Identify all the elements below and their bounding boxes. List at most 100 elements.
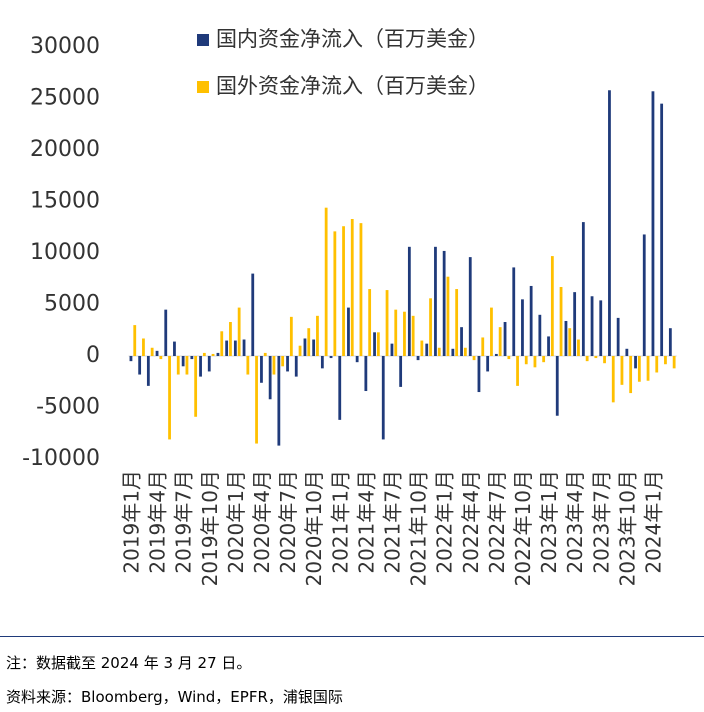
bar xyxy=(225,340,229,356)
bar xyxy=(550,256,554,356)
bar xyxy=(655,356,659,373)
bar xyxy=(220,331,224,356)
bar xyxy=(547,336,550,356)
bar xyxy=(668,328,672,356)
bar xyxy=(207,356,211,372)
bar xyxy=(555,356,559,416)
bar xyxy=(381,356,385,440)
x-tick-label: 2022年7月 xyxy=(485,470,509,574)
bar xyxy=(512,267,516,356)
bar xyxy=(272,356,276,375)
bar xyxy=(403,311,406,356)
bar xyxy=(486,356,490,372)
bar xyxy=(355,356,359,363)
x-tick-label: 2020年10月 xyxy=(302,470,326,586)
x-tick-label: 2023年10月 xyxy=(615,470,639,586)
bar xyxy=(516,356,519,386)
bar xyxy=(329,356,333,359)
bar xyxy=(142,338,145,356)
x-tick-label: 2021年7月 xyxy=(380,470,404,574)
bar xyxy=(194,356,198,417)
x-tick-label: 2021年4月 xyxy=(354,470,378,574)
bar xyxy=(376,332,380,356)
legend-label: 国外资金净流入（百万美金） xyxy=(216,74,489,98)
bar xyxy=(507,356,511,360)
bar xyxy=(281,356,285,367)
bar xyxy=(181,356,185,367)
bar xyxy=(585,356,589,362)
bar xyxy=(425,343,429,356)
source: 资料来源：Bloomberg，Wind，EPFR，浦银国际 xyxy=(6,688,343,706)
bar xyxy=(394,309,398,356)
bar xyxy=(138,356,142,375)
bar xyxy=(399,356,403,387)
bar xyxy=(472,356,476,361)
bar xyxy=(451,348,455,356)
bar xyxy=(651,91,655,356)
bar xyxy=(490,307,493,356)
x-tick-label: 2023年1月 xyxy=(537,470,561,574)
bar xyxy=(324,207,328,356)
bar xyxy=(316,315,319,356)
x-tick-label: 2019年10月 xyxy=(198,470,222,586)
bar xyxy=(581,222,585,356)
bar xyxy=(129,356,133,362)
bar xyxy=(625,348,629,356)
bar xyxy=(429,298,432,356)
x-tick-label: 2022年4月 xyxy=(459,470,483,574)
bar xyxy=(164,309,168,356)
y-tick-label: -10000 xyxy=(22,446,100,471)
bar xyxy=(521,299,524,356)
y-tick-label: 10000 xyxy=(30,240,100,265)
bar xyxy=(407,246,411,356)
legend-swatch xyxy=(197,81,209,93)
bar xyxy=(477,356,481,393)
bar xyxy=(350,219,354,356)
bar xyxy=(185,356,189,375)
chart: -10000 -5000 0 5000 10000 15000 20000 25000 3000… xyxy=(22,27,677,586)
bar xyxy=(524,356,528,365)
bar xyxy=(529,285,533,356)
bar xyxy=(481,337,485,356)
bar xyxy=(359,223,363,356)
bar xyxy=(298,345,302,356)
bar xyxy=(307,328,311,356)
bar xyxy=(559,286,563,356)
x-tick-label: 2020年7月 xyxy=(276,470,300,574)
x-tick-label: 2022年10月 xyxy=(511,470,535,586)
x-tick-label: 2019年7月 xyxy=(172,470,196,574)
bar xyxy=(312,339,316,356)
bar xyxy=(251,273,255,356)
bar xyxy=(573,292,577,356)
bar xyxy=(564,320,568,356)
bar xyxy=(664,356,667,365)
bar xyxy=(146,356,150,386)
bar xyxy=(237,307,241,356)
bar xyxy=(494,353,498,356)
bar xyxy=(590,296,594,356)
bar xyxy=(286,356,289,372)
bar xyxy=(368,289,372,356)
bar xyxy=(594,356,598,359)
bar xyxy=(629,356,633,394)
x-tick-label: 2020年4月 xyxy=(250,470,274,574)
bar xyxy=(468,257,472,356)
bar xyxy=(168,356,171,440)
bar xyxy=(455,289,459,356)
x-tick-label: 2021年1月 xyxy=(328,470,352,574)
bar xyxy=(211,353,215,356)
bar xyxy=(533,356,537,368)
note: 注：数据截至 2024 年 3 月 27 日。 xyxy=(6,654,252,672)
bar xyxy=(155,350,159,356)
bar xyxy=(672,356,676,369)
bar xyxy=(634,356,637,369)
bar xyxy=(434,246,437,356)
bar xyxy=(347,307,350,356)
bar xyxy=(442,250,446,356)
bar xyxy=(233,340,237,356)
bar xyxy=(364,356,368,392)
bar xyxy=(303,338,307,356)
bar xyxy=(150,347,154,356)
x-tick-label: 2023年4月 xyxy=(563,470,587,574)
bar xyxy=(342,226,345,356)
